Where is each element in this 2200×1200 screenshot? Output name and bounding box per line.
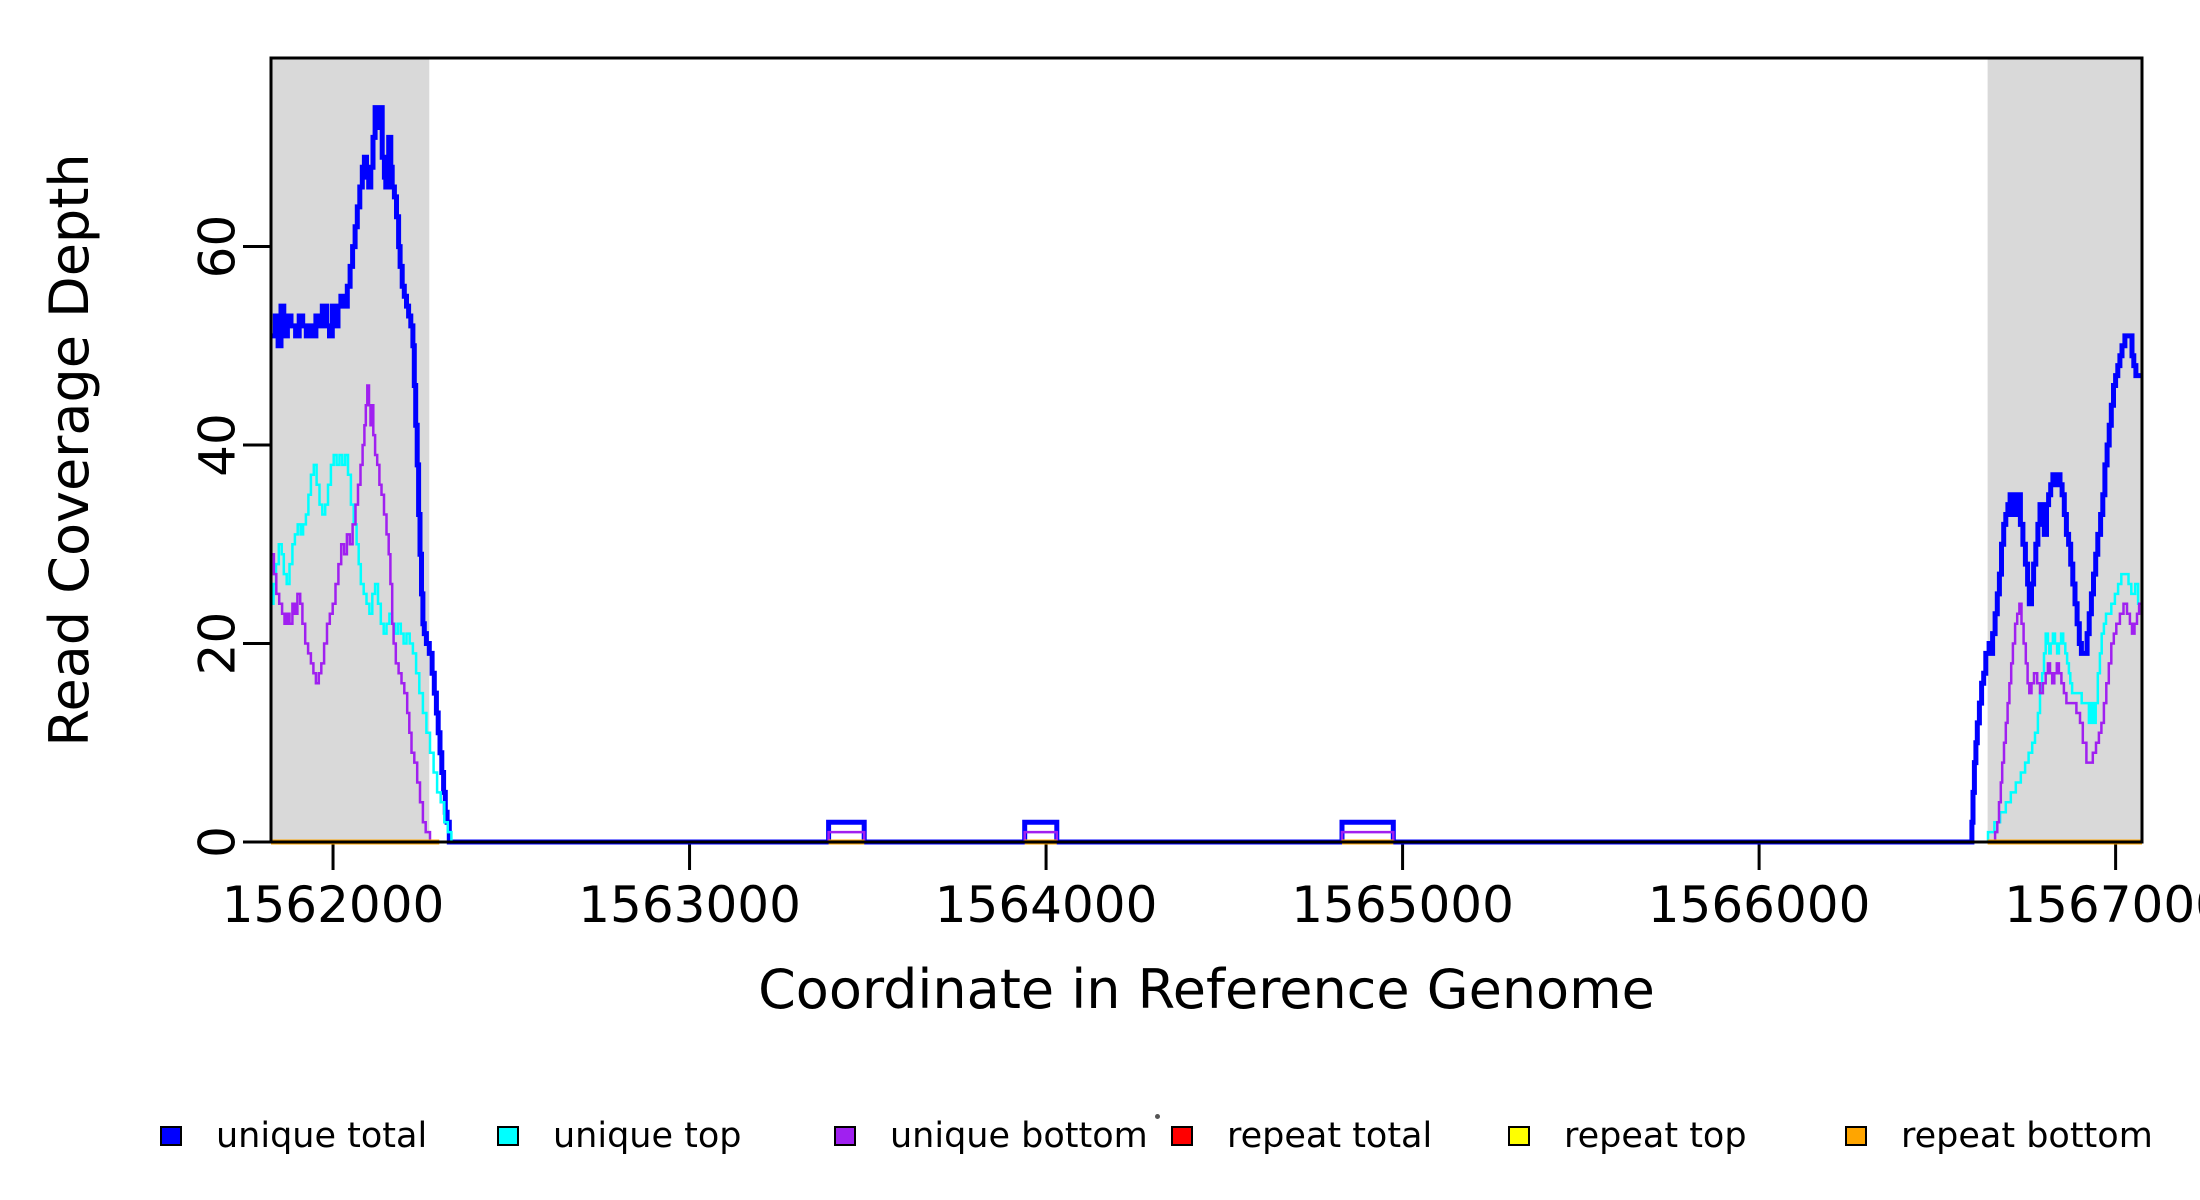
y-tick-label: 20 [189, 612, 247, 676]
legend-label: unique bottom [890, 1116, 1148, 1156]
y-tick-label: 40 [189, 413, 247, 477]
left-repeat-region [271, 58, 430, 842]
legend-swatch-repeat-top [1508, 1126, 1530, 1146]
y-tick-label: 60 [189, 215, 247, 279]
legend-item-unique-total: unique total [160, 1116, 427, 1156]
legend-label: repeat total [1227, 1116, 1433, 1156]
series-unique-bottom [271, 384, 2142, 844]
x-tick-label: 1563000 [578, 876, 801, 934]
series-unique-total [271, 105, 2142, 845]
y-axis-title: Read Coverage Depth [38, 153, 101, 746]
stray-dot [1155, 1114, 1160, 1119]
legend-swatch-repeat-total [1171, 1126, 1193, 1146]
legend-swatch-unique-total [160, 1126, 182, 1146]
series-group [271, 105, 2142, 845]
legend-label: unique top [553, 1116, 742, 1156]
y-tick-label: 0 [189, 826, 247, 858]
legend-item-unique-bottom: unique bottom [834, 1116, 1148, 1156]
x-tick-label: 1562000 [222, 876, 445, 934]
x-tick-label: 1566000 [1648, 876, 1871, 934]
legend-item-repeat-total: repeat total [1171, 1116, 1432, 1156]
right-repeat-region [1987, 58, 2142, 842]
legend-item-repeat-top: repeat top [1508, 1116, 1747, 1156]
plot-border [269, 56, 2144, 844]
chart-legend: unique total unique top unique bottom repea… [0, 1108, 2200, 1168]
legend-swatch-unique-top [497, 1126, 519, 1146]
legend-swatch-unique-bottom [834, 1126, 856, 1146]
legend-label: repeat bottom [1901, 1116, 2153, 1156]
legend-label: unique total [216, 1116, 428, 1156]
legend-item-repeat-bottom: repeat bottom [1845, 1116, 2153, 1156]
series-unique-top [271, 453, 2142, 844]
x-axis-title: Coordinate in Reference Genome [758, 958, 1655, 1021]
legend-label: repeat top [1564, 1116, 1747, 1156]
legend-swatch-repeat-bottom [1845, 1126, 1867, 1146]
x-tick-label: 1565000 [1291, 876, 1514, 934]
legend-item-unique-top: unique top [497, 1116, 742, 1156]
x-tick-label: 1564000 [935, 876, 1158, 934]
